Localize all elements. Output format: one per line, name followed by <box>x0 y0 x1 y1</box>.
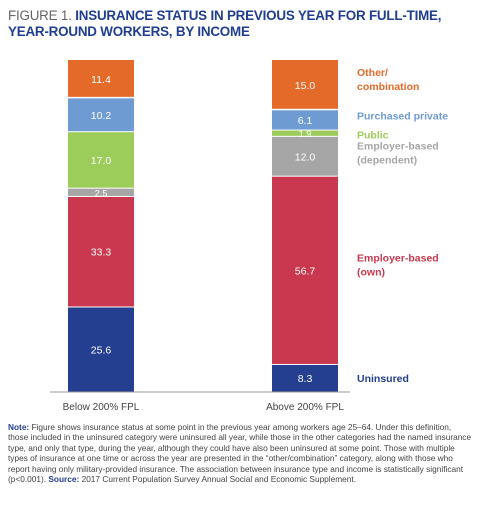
note-text: Figure shows insurance status at some po… <box>8 422 472 485</box>
data-label: 33.3 <box>91 247 112 259</box>
data-label: 12.0 <box>295 151 316 163</box>
category-label: Above 200% FPL <box>266 402 344 413</box>
bar-segment <box>68 98 134 132</box>
bar-segment <box>272 136 338 176</box>
figure-title-text: INSURANCE STATUS IN PREVIOUS YEAR FOR FU… <box>8 8 442 39</box>
note-label: Note: <box>8 422 30 432</box>
data-label: 15.0 <box>295 80 316 92</box>
bar-segment <box>272 130 338 136</box>
legend-label: Purchased private <box>357 110 448 122</box>
category-label: Below 200% FPL <box>63 402 140 413</box>
bar-segment <box>68 307 134 392</box>
chart-title: FIGURE 1. INSURANCE STATUS IN PREVIOUS Y… <box>8 8 470 40</box>
figure-number: FIGURE 1. <box>8 8 72 23</box>
data-label: 25.6 <box>91 345 112 357</box>
data-label: 2.5 <box>95 188 108 198</box>
data-label: 56.7 <box>295 265 316 277</box>
bar-segment <box>272 364 338 392</box>
bar-segment <box>68 188 134 196</box>
data-label: 8.3 <box>298 373 313 385</box>
bar-segment <box>272 110 338 130</box>
bar-segment <box>272 176 338 364</box>
legend-label: Employer-based (own) <box>357 252 439 278</box>
legend-label: Public <box>357 130 389 142</box>
bar-segment <box>272 60 338 109</box>
bar-segment <box>68 60 134 97</box>
data-label: 11.4 <box>91 74 111 86</box>
bar-segment <box>68 196 134 307</box>
data-label: 17.0 <box>91 155 112 167</box>
legend-label: Employer-based (dependent) <box>357 140 439 166</box>
source-text: 2017 Current Population Survey Annual So… <box>81 474 357 485</box>
legend-label: Uninsured <box>357 373 409 385</box>
legend-label: Other/combination <box>357 67 419 93</box>
data-label: 1.9 <box>299 129 312 139</box>
data-label: 6.1 <box>298 115 313 127</box>
chart-note: Note: Figure shows insurance status at s… <box>8 422 472 484</box>
stacked-bar-chart: 25.6 33.3 2.5 17.0 10.2 11.4 Below 200% FPL 8.3… <box>50 60 448 413</box>
data-label: 10.2 <box>91 110 112 122</box>
bar-segment <box>68 132 134 188</box>
source-label: Source: <box>48 474 80 485</box>
